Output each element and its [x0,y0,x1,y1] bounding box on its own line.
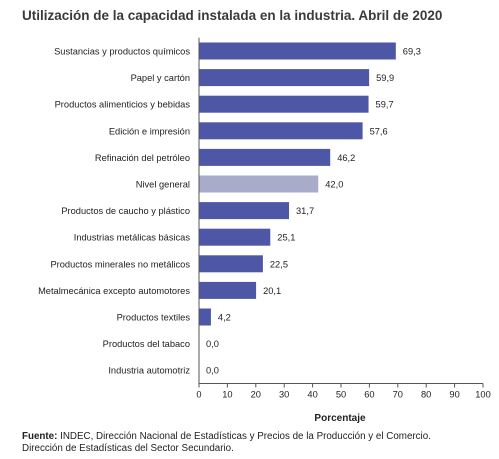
source-label: Fuente: [22,431,58,442]
data-label: 22,5 [270,259,288,269]
data-label: 57,6 [370,126,388,136]
bar [199,69,370,87]
bars-group: Sustancias y productos químicos 69,3 Papel… [38,42,421,376]
x-tick-label: 100 [475,390,491,400]
category-label: Productos minerales no metálicos [50,259,190,269]
bar [199,122,363,140]
x-tick-label: 50 [336,390,346,400]
category-label: Industrias metálicas básicas [74,233,191,243]
category-label: Productos de caucho y plástico [61,206,190,216]
bar [199,255,263,273]
bar [199,228,271,246]
x-tick-label: 80 [421,390,431,400]
data-label: 59,7 [376,100,394,110]
data-label: 69,3 [403,47,421,57]
source-line-2: Dirección de Estadísticas del Sector Sec… [22,443,234,454]
bar [199,95,369,113]
data-label: 59,9 [376,73,394,83]
x-axis-label: Porcentaje [314,413,366,424]
x-tick-label: 20 [251,390,261,400]
category-label: Productos alimenticios y bebidas [55,100,191,110]
x-tick-label: 90 [449,390,459,400]
data-label: 0,0 [206,366,219,376]
category-label: Metalmecánica excepto automotores [38,286,190,296]
bar [199,42,396,60]
category-label: Industria automotriz [108,366,190,376]
source-line-1: INDEC, Dirección Nacional de Estadística… [60,431,431,442]
category-label: Productos del tabaco [103,339,190,349]
data-label: 4,2 [218,313,231,323]
category-label: Productos textiles [117,313,191,323]
category-label: Sustancias y productos químicos [54,47,190,57]
bar [199,308,211,326]
x-tick-label: 30 [279,390,289,400]
category-label: Refinación del petróleo [95,153,190,163]
x-tick-label: 10 [222,390,232,400]
bar-highlight [199,175,319,193]
data-label: 20,1 [263,286,281,296]
bar-chart: Sustancias y productos químicos 69,3 Papel… [38,37,491,424]
x-tick-label: 60 [364,390,374,400]
chart-title: Utilización de la capacidad instalada en… [22,8,443,23]
x-tick-label: 0 [196,390,201,400]
x-axis: 0 10 20 30 40 50 60 70 80 90 100 [196,37,491,400]
data-label: 31,7 [296,206,314,216]
source-note: Fuente: INDEC, Dirección Nacional de Est… [22,431,492,455]
category-label: Nivel general [136,180,190,190]
category-label: Papel y cartón [131,73,190,83]
category-label: Edición e impresión [109,126,190,136]
x-tick-label: 40 [307,390,317,400]
data-label: 0,0 [206,339,219,349]
data-label: 42,0 [325,180,343,190]
bar [199,281,257,299]
bar [199,148,331,166]
bar [199,202,290,220]
data-label: 25,1 [277,233,295,243]
x-tick-label: 70 [393,390,403,400]
data-label: 46,2 [337,153,355,163]
